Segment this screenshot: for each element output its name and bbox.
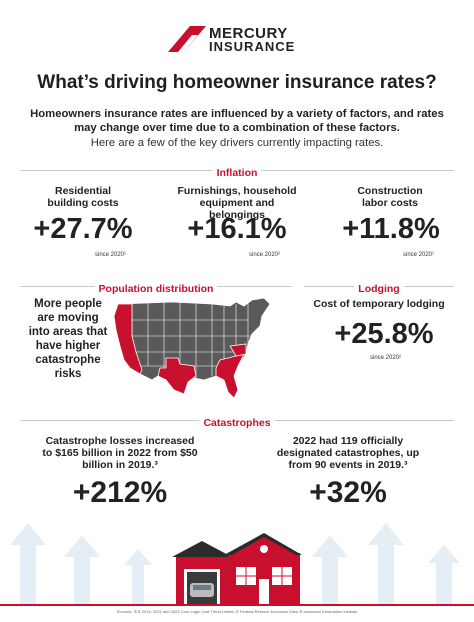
catastrophe-label-1: Catastrophe losses increased to $165 bil…: [42, 435, 198, 471]
population-heading: Population distribution: [94, 283, 218, 295]
lodging-label: Cost of temporary lodging: [313, 298, 445, 310]
catastrophes-heading-wrap: Catastrophes: [0, 413, 474, 431]
inflation-value-3: +11.8%: [342, 213, 440, 245]
arrow-up-icon: [64, 535, 100, 605]
background-arrows: [10, 523, 460, 605]
arrow-up-icon: [124, 549, 152, 605]
garage-roof: [172, 541, 232, 557]
intro-bold: Homeowners insurance rates are influence…: [30, 108, 444, 134]
arrow-up-icon: [368, 523, 404, 605]
carolinas-highlight: [229, 343, 247, 357]
car-window: [193, 585, 211, 590]
page-title: What’s driving homeowner insurance rates…: [37, 72, 437, 93]
inflation-label-3: Construction labor costs: [357, 185, 423, 209]
catastrophes-heading: Catastrophes: [199, 417, 275, 429]
inflation-heading-wrap: Inflation: [0, 163, 474, 181]
inflation-since-1: since 2020¹: [95, 252, 127, 258]
arrow-up-icon: [428, 545, 460, 605]
catastrophe-value-2: +32%: [309, 476, 387, 509]
mercury-insurance-logo: MERCURY INSURANCE: [168, 25, 308, 54]
inflation-since-2: since 2020²: [249, 252, 281, 258]
logo-text-mercury: MERCURY: [209, 25, 288, 42]
lodging-heading: Lodging: [354, 283, 404, 295]
texas-highlight: [157, 357, 197, 395]
inflation-heading: Inflation: [212, 167, 262, 179]
lodging-value: +25.8%: [334, 318, 434, 350]
inflation-label-1: Residential building costs: [47, 185, 119, 209]
catastrophe-value-1: +212%: [72, 476, 168, 509]
house-illustration: [172, 533, 302, 605]
inflation-value-1: +27.7%: [33, 213, 133, 245]
ground-line: [0, 604, 474, 606]
inflation-value-2: +16.1%: [187, 213, 287, 245]
west-coast-highlight: [113, 303, 143, 375]
logo-mark-icon: [168, 26, 206, 52]
population-text: More people are moving into areas that h…: [28, 298, 108, 380]
inflation-since-3: since 2020¹: [403, 252, 435, 258]
sources-footnote: Sources: ①③ 2019, 2022 and 2023 Core Log…: [116, 609, 358, 614]
catastrophe-label-2: 2022 had 119 officially designated catas…: [276, 435, 420, 471]
arrow-up-icon: [10, 523, 46, 605]
us-map-image: [113, 297, 271, 399]
attic-window: [260, 545, 268, 553]
southeast-highlight: [215, 353, 245, 399]
house-door: [259, 579, 269, 605]
us-map-base: [113, 297, 271, 399]
arrow-up-icon: [312, 535, 348, 605]
intro-regular: Here are a few of the key drivers curren…: [90, 137, 384, 149]
lodging-heading-wrap: Lodging: [304, 279, 454, 297]
logo-text-insurance: INSURANCE: [209, 39, 296, 54]
lodging-since: since 2020²: [370, 355, 402, 361]
inflation-label-2: Furnishings, household equipment and bel…: [177, 185, 297, 221]
population-heading-wrap: Population distribution: [20, 279, 292, 297]
